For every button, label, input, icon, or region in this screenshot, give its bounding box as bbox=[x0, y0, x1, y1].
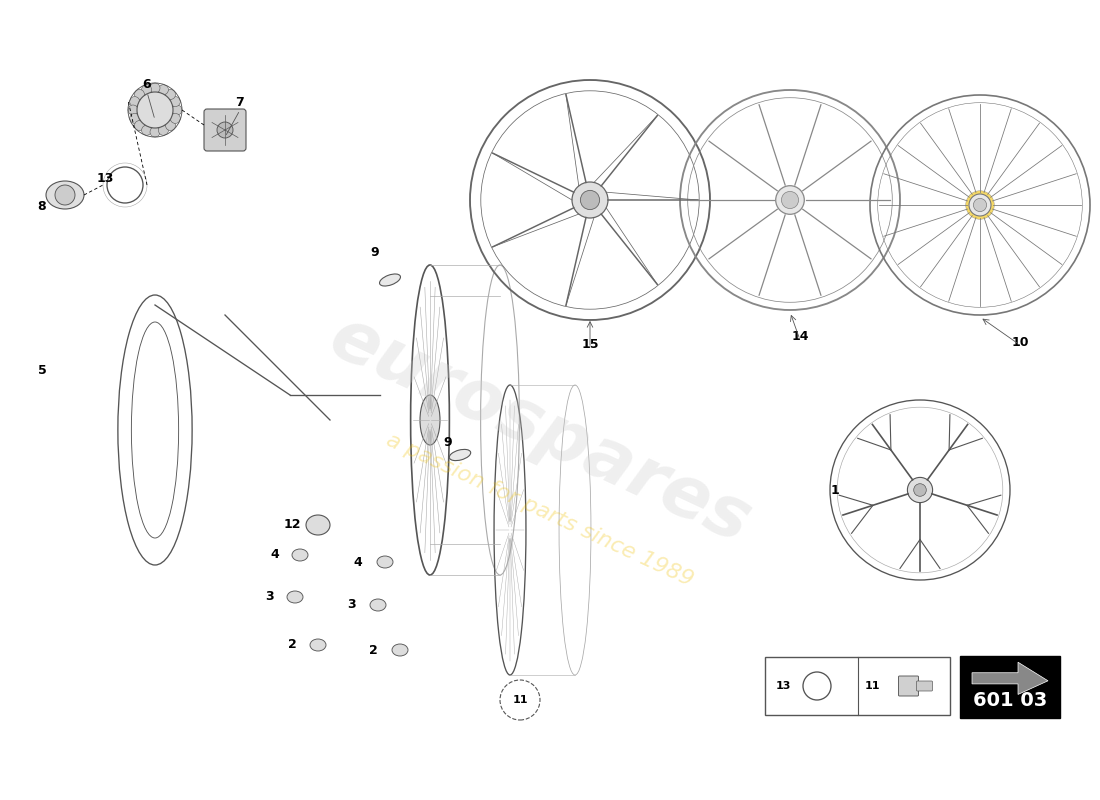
Circle shape bbox=[128, 105, 138, 115]
Text: 14: 14 bbox=[791, 330, 808, 343]
Text: 9: 9 bbox=[371, 246, 380, 259]
Circle shape bbox=[170, 97, 180, 106]
Circle shape bbox=[134, 121, 144, 130]
Circle shape bbox=[142, 126, 152, 135]
Circle shape bbox=[974, 198, 987, 212]
Text: 3: 3 bbox=[348, 598, 356, 611]
Circle shape bbox=[166, 90, 176, 99]
Text: 1: 1 bbox=[830, 483, 839, 497]
Text: 13: 13 bbox=[776, 681, 791, 691]
FancyBboxPatch shape bbox=[960, 656, 1060, 718]
Ellipse shape bbox=[310, 639, 326, 651]
Circle shape bbox=[130, 97, 140, 106]
Ellipse shape bbox=[306, 515, 330, 535]
FancyBboxPatch shape bbox=[204, 109, 246, 151]
Polygon shape bbox=[972, 662, 1048, 694]
Text: 4: 4 bbox=[353, 555, 362, 569]
Circle shape bbox=[170, 114, 180, 123]
Text: a passion for parts since 1989: a passion for parts since 1989 bbox=[383, 430, 696, 590]
Text: 12: 12 bbox=[284, 518, 300, 531]
Circle shape bbox=[776, 186, 804, 214]
Circle shape bbox=[781, 191, 799, 209]
Circle shape bbox=[572, 182, 608, 218]
Circle shape bbox=[914, 484, 926, 496]
Ellipse shape bbox=[370, 599, 386, 611]
Circle shape bbox=[172, 105, 182, 115]
Text: 5: 5 bbox=[37, 363, 46, 377]
Circle shape bbox=[581, 190, 600, 210]
Text: 9: 9 bbox=[443, 437, 452, 450]
Ellipse shape bbox=[377, 556, 393, 568]
Text: 10: 10 bbox=[1011, 335, 1028, 349]
Circle shape bbox=[158, 85, 168, 94]
Ellipse shape bbox=[420, 395, 440, 445]
Circle shape bbox=[134, 90, 144, 99]
Circle shape bbox=[158, 126, 168, 135]
Circle shape bbox=[150, 83, 160, 93]
Ellipse shape bbox=[379, 274, 400, 286]
Text: 11: 11 bbox=[865, 681, 880, 691]
Circle shape bbox=[150, 127, 160, 137]
Circle shape bbox=[55, 185, 75, 205]
FancyBboxPatch shape bbox=[899, 676, 918, 696]
Circle shape bbox=[142, 85, 152, 94]
Text: eurospares: eurospares bbox=[318, 302, 761, 558]
Circle shape bbox=[966, 190, 994, 219]
Text: 3: 3 bbox=[266, 590, 274, 603]
FancyBboxPatch shape bbox=[916, 681, 933, 691]
Circle shape bbox=[908, 478, 933, 502]
Circle shape bbox=[969, 194, 991, 216]
Ellipse shape bbox=[392, 644, 408, 656]
Text: 2: 2 bbox=[287, 638, 296, 651]
Text: 601 03: 601 03 bbox=[972, 691, 1047, 710]
Text: 4: 4 bbox=[271, 549, 279, 562]
Text: 6: 6 bbox=[143, 78, 152, 91]
Text: 7: 7 bbox=[235, 97, 244, 110]
Circle shape bbox=[138, 92, 173, 128]
Text: 15: 15 bbox=[581, 338, 598, 351]
Ellipse shape bbox=[287, 591, 303, 603]
Text: 13: 13 bbox=[97, 171, 113, 185]
Text: 2: 2 bbox=[368, 643, 377, 657]
Ellipse shape bbox=[292, 549, 308, 561]
Text: 8: 8 bbox=[37, 201, 46, 214]
Ellipse shape bbox=[46, 181, 84, 209]
Circle shape bbox=[166, 121, 176, 130]
Ellipse shape bbox=[449, 450, 471, 461]
Text: 11: 11 bbox=[513, 695, 528, 705]
Circle shape bbox=[217, 122, 233, 138]
Circle shape bbox=[130, 114, 140, 123]
